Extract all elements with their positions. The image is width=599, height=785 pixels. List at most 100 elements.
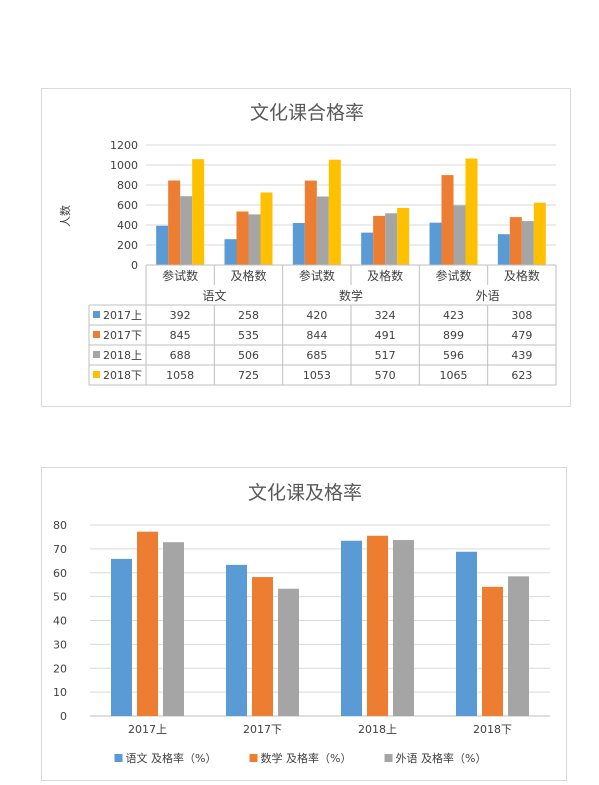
bar (521, 221, 534, 265)
legend-swatch (93, 351, 100, 358)
bar (508, 576, 529, 716)
legend-label: 2018下 (103, 369, 142, 382)
bar (533, 202, 546, 265)
bar (441, 175, 454, 265)
table-cell: 899 (443, 329, 464, 342)
bar (180, 196, 193, 265)
y-tick-label: 40 (53, 615, 67, 628)
bar (429, 222, 442, 265)
legend-swatch (384, 754, 393, 762)
legend-swatch (114, 754, 123, 762)
y-tick-label: 0 (131, 259, 138, 272)
table-cell: 308 (511, 309, 532, 322)
x-category-label: 2017下 (243, 723, 282, 736)
bar (248, 214, 261, 265)
bar (385, 213, 398, 265)
bar (292, 223, 305, 265)
bar (226, 564, 247, 716)
bar (341, 540, 362, 716)
bar (163, 542, 184, 716)
table-cell: 535 (238, 329, 259, 342)
chart-pass-count-svg: 文化课合格率 人数 0 200 400 600 800 1000 1200 参试数 及格数 参试数… (59, 102, 557, 386)
bar (137, 531, 158, 716)
bar (156, 225, 169, 265)
x-category-label: 2018下 (473, 723, 512, 736)
bar (509, 217, 522, 265)
y-tick-label: 10 (53, 686, 67, 699)
bar (260, 192, 273, 265)
bar (304, 180, 317, 265)
y-tick-label: 80 (53, 519, 67, 532)
legend-label: 外语 及格率（%） (396, 751, 487, 765)
table-cell: 258 (238, 309, 259, 322)
table-cell: 844 (306, 329, 327, 342)
x-category-label: 及格数 (230, 268, 266, 283)
table-cell: 392 (170, 309, 191, 322)
chart-title: 文化课及格率 (248, 482, 362, 504)
bar (465, 158, 478, 265)
bar (224, 239, 237, 265)
legend-swatch (249, 754, 258, 762)
table-cell: 623 (511, 369, 532, 382)
bar (397, 208, 410, 265)
bar (236, 211, 249, 265)
x-category-label: 2017上 (128, 723, 167, 736)
table-cell: 688 (170, 349, 191, 362)
legend-label: 2017上 (103, 309, 142, 322)
bar (361, 232, 374, 265)
chart-pass-count: 文化课合格率 人数 0 200 400 600 800 1000 1200 参试数 及格数 参试数… (41, 88, 571, 407)
y-tick-label: 50 (53, 591, 67, 604)
bar (497, 234, 510, 265)
x-category-label: 参试数 (299, 268, 335, 283)
legend-label: 数学 及格率（%） (261, 751, 352, 765)
table-cell: 423 (443, 309, 464, 322)
legend-label: 2018上 (103, 349, 142, 362)
table-cell: 685 (306, 349, 327, 362)
y-tick-label: 200 (117, 239, 138, 252)
y-tick-label: 400 (117, 219, 138, 232)
x-group-label: 语文 (202, 288, 226, 303)
chart-title: 文化课合格率 (250, 102, 364, 124)
legend-swatch (93, 311, 100, 318)
table-cell: 420 (306, 309, 327, 322)
bar (456, 551, 477, 716)
x-category-label: 及格数 (367, 268, 403, 283)
y-tick-label: 60 (53, 567, 67, 580)
x-category-label: 参试数 (435, 268, 471, 283)
table-cell: 725 (238, 369, 259, 382)
table-cell: 491 (375, 329, 396, 342)
bar (192, 159, 205, 265)
y-tick-label: 70 (53, 543, 67, 556)
y-tick-label: 0 (60, 710, 67, 723)
legend-swatch (93, 371, 100, 378)
legend-label: 2017下 (103, 329, 142, 342)
y-tick-label: 20 (53, 662, 67, 675)
bar (482, 586, 503, 716)
chart-pass-rate: 文化课及格率 0 10 20 30 40 50 60 70 80 2017上 2017下 2018上 2… (41, 467, 567, 781)
table-cell: 506 (238, 349, 259, 362)
y-axis-label: 人数 (59, 205, 72, 227)
table-cell: 570 (375, 369, 396, 382)
legend-label: 语文 及格率（%） (126, 751, 217, 765)
bar (367, 535, 388, 716)
table-cell: 439 (511, 349, 532, 362)
table-cell: 1053 (303, 369, 331, 382)
table-cell: 517 (375, 349, 396, 362)
bar (316, 196, 329, 265)
x-group-label: 数学 (339, 288, 363, 303)
bar (278, 588, 299, 716)
y-tick-label: 600 (117, 199, 138, 212)
bar (328, 159, 341, 265)
x-category-label: 参试数 (162, 268, 198, 283)
table-cell: 324 (375, 309, 396, 322)
x-category-label: 2018上 (358, 723, 397, 736)
bar (373, 215, 386, 265)
bar (252, 577, 273, 716)
x-group-label: 外语 (476, 289, 500, 303)
bar (453, 205, 466, 265)
bar (111, 558, 132, 716)
y-tick-label: 800 (117, 179, 138, 192)
table-cell: 1065 (440, 369, 468, 382)
bar (393, 540, 414, 716)
y-tick-label: 1200 (110, 139, 138, 152)
